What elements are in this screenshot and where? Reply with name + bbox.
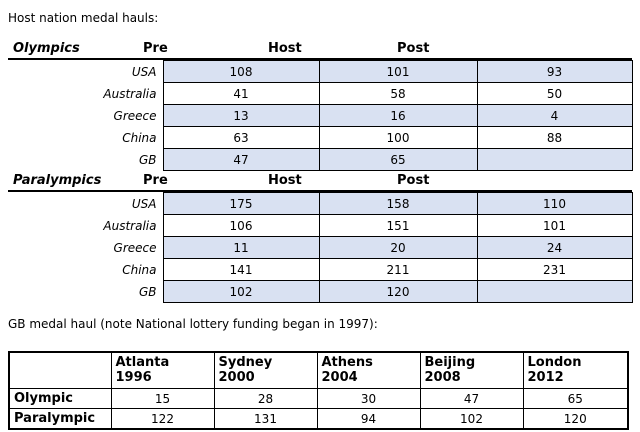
games-year: 1996 [115,370,152,385]
gb-header-row: Atlanta 1996 Sydney 2000 Athens 2004 Bei… [8,351,629,389]
empty-corner-cell [8,351,112,389]
games-city: London [527,355,582,370]
column-header-pre: Pre [143,173,168,188]
cell-value: 13 [162,104,320,127]
column-header-post: Post [397,41,430,56]
column-header-pre: Pre [143,41,168,56]
gb-medal-table: Atlanta 1996 Sydney 2000 Athens 2004 Bei… [8,351,629,430]
cell-value: 41 [162,82,320,105]
cell-value: 11 [162,236,320,259]
cell-value: 231 [476,258,633,281]
games-year: 2004 [321,370,358,385]
column-header-post: Post [397,173,430,188]
table-row: Greece 13 16 4 [8,104,633,127]
paralympics-header-row: Paralympics Pre Host Post [8,171,632,192]
cell-value: 102 [162,280,320,303]
table-row: USA 108 101 93 [8,60,633,83]
cell-value: 101 [318,60,478,83]
cell-value: 122 [110,408,215,430]
cell-value: 15 [110,388,215,409]
cell-value: 47 [419,388,524,409]
games-year: 2008 [424,370,461,385]
olympics-header-row: Olympics Pre Host Post [8,39,632,60]
cell-value: 20 [318,236,478,259]
cell-value: 120 [522,408,629,430]
host-table-title: Host nation medal hauls: [8,11,159,25]
cell-value: 50 [476,82,633,105]
cell-value: 16 [318,104,478,127]
games-year: 2000 [218,370,255,385]
row-label: USA [131,64,157,79]
cell-value: 102 [419,408,524,430]
cell-value: 93 [476,60,633,83]
table-row: China 63 100 88 [8,126,633,149]
cell-value: 4 [476,104,633,127]
cell-value: 101 [476,214,633,237]
column-header-beijing-2008: Beijing 2008 [419,351,524,389]
table-row: USA 175 158 110 [8,192,633,215]
column-header-london-2012: London 2012 [522,351,629,389]
cell-value: 175 [162,192,320,215]
cell-value: 106 [162,214,320,237]
cell-value: 108 [162,60,320,83]
table-row: Greece 11 20 24 [8,236,633,259]
table-row: Australia 41 58 50 [8,82,633,105]
cell-value: 24 [476,236,633,259]
cell-value: 110 [476,192,633,215]
games-city: Atlanta [115,355,170,370]
column-header-host: Host [268,41,302,56]
table-row: China 141 211 231 [8,258,633,281]
column-header-host: Host [268,173,302,188]
column-header-atlanta-1996: Atlanta 1996 [110,351,215,389]
games-city: Beijing [424,355,476,370]
row-label: Australia [103,86,157,101]
cell-value: 30 [316,388,421,409]
section-label-olympics: Olympics [13,41,80,56]
row-label: Australia [103,218,157,233]
row-label: Paralympic [8,408,112,430]
row-label: China [122,130,157,145]
cell-value: 63 [162,126,320,149]
cell-value: 141 [162,258,320,281]
cell-value: 47 [162,148,320,171]
row-label: GB [138,152,157,167]
table-row: Australia 106 151 101 [8,214,633,237]
games-city: Sydney [218,355,273,370]
cell-value: 88 [476,126,633,149]
cell-value: 28 [213,388,318,409]
row-label: China [122,262,157,277]
olympics-data-table: USA 108 101 93 Australia 41 58 50 Greece… [8,60,633,171]
cell-value: 58 [318,82,478,105]
games-city: Athens [321,355,373,370]
cell-value: 131 [213,408,318,430]
table-row: GB 47 65 [8,148,633,171]
cell-value: 65 [522,388,629,409]
table-row: GB 102 120 [8,280,633,303]
column-header-sydney-2000: Sydney 2000 [213,351,318,389]
row-label: Greece [113,240,157,255]
table-row: Olympic 15 28 30 47 65 [8,388,629,409]
gb-table-title: GB medal haul (note National lottery fun… [8,317,378,331]
cell-value [476,280,633,303]
column-header-athens-2004: Athens 2004 [316,351,421,389]
cell-value: 100 [318,126,478,149]
row-label: Greece [113,108,157,123]
cell-value: 211 [318,258,478,281]
cell-value: 151 [318,214,478,237]
row-label: GB [138,284,157,299]
table-row: Paralympic 122 131 94 102 120 [8,408,629,430]
cell-value [476,148,633,171]
cell-value: 94 [316,408,421,430]
section-label-paralympics: Paralympics [13,173,102,188]
row-label: USA [131,196,157,211]
row-label: Olympic [8,388,112,409]
cell-value: 120 [318,280,478,303]
paralympics-data-table: USA 175 158 110 Australia 106 151 101 Gr… [8,192,633,303]
cell-value: 158 [318,192,478,215]
games-year: 2012 [527,370,564,385]
cell-value: 65 [318,148,478,171]
